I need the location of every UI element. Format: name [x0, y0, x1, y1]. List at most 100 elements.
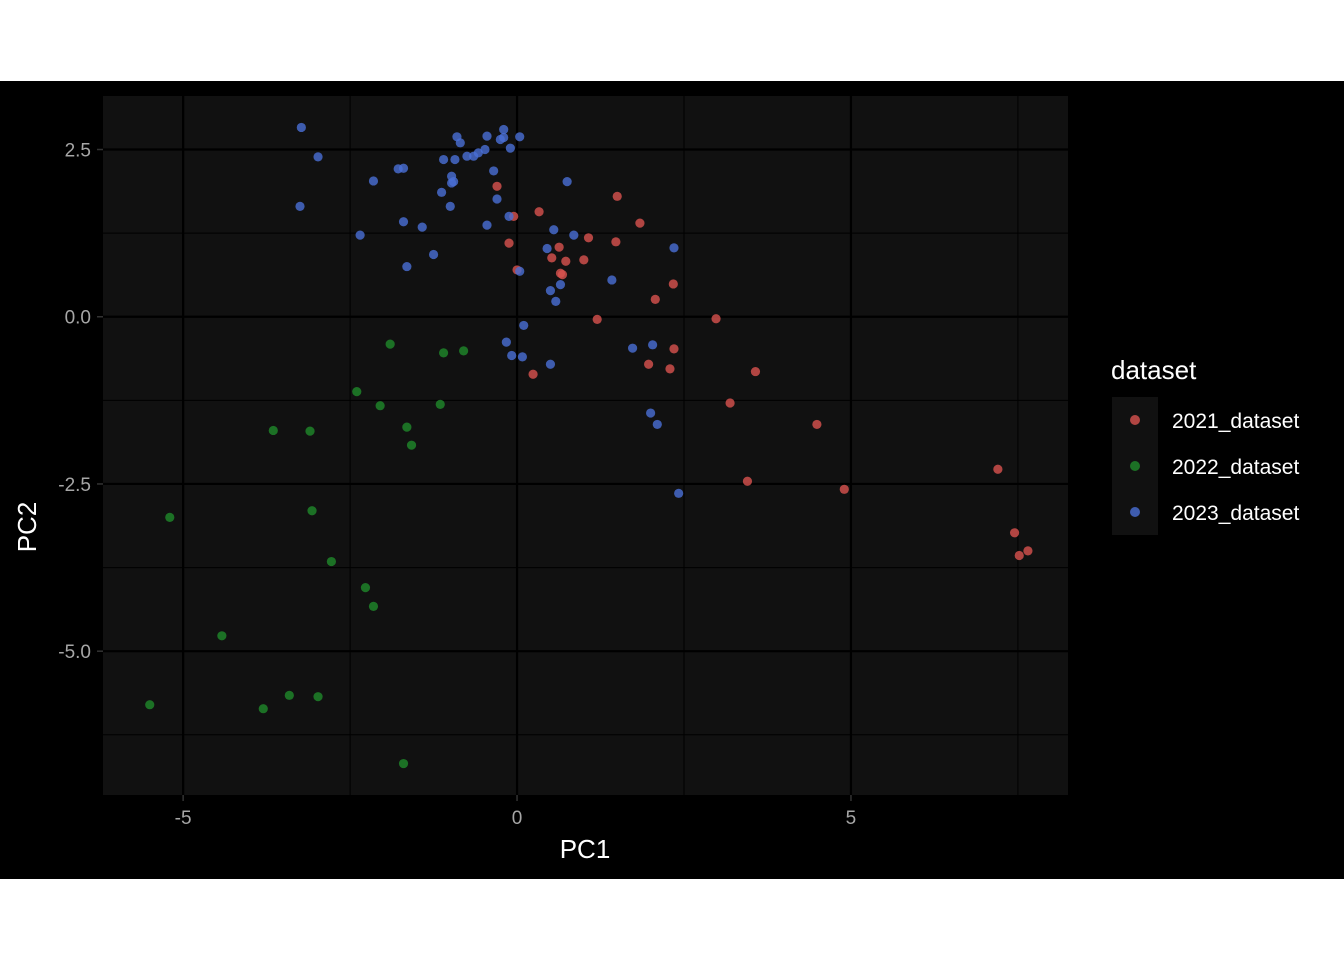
legend: dataset 2021_dataset 2022_dataset 2023_dat… [1111, 355, 1299, 535]
data-point [545, 286, 556, 296]
legend-items: 2021_dataset 2022_dataset 2023_dataset [1130, 410, 1299, 525]
data-point [607, 275, 617, 285]
data-point [507, 350, 517, 361]
data-points [145, 122, 1033, 769]
data-point [711, 314, 721, 324]
data-point [669, 344, 679, 354]
data-point [258, 704, 268, 714]
data-point [542, 243, 552, 254]
data-point [368, 176, 379, 186]
data-point [445, 201, 455, 211]
legend-label: 2023_dataset [1172, 502, 1299, 525]
data-point [355, 230, 365, 240]
data-point [295, 201, 305, 211]
data-point [650, 294, 660, 304]
data-point [1009, 528, 1020, 538]
data-point [398, 217, 409, 227]
x-axis-ticks: -5 0 5 [175, 795, 857, 829]
data-point [545, 359, 556, 369]
data-point [515, 266, 525, 276]
data-point [268, 425, 278, 436]
data-point [284, 690, 294, 700]
data-point [534, 207, 544, 217]
pca-scatter-plot: -5 0 5 2.5 0.0 -2.5 -5.0 PC1 PC2 dataset 2021… [12, 96, 1299, 864]
data-point [435, 399, 445, 409]
data-point [1014, 550, 1024, 561]
data-point [492, 194, 502, 204]
data-point [517, 352, 527, 362]
data-point [495, 134, 505, 145]
data-point [307, 506, 317, 516]
y-tick-label: 0.0 [65, 308, 91, 329]
data-point [436, 187, 447, 197]
data-point [562, 177, 572, 187]
major-gridlines [103, 96, 1068, 795]
data-point [554, 242, 564, 252]
data-point [499, 124, 509, 135]
plot-panel [103, 96, 1068, 795]
legend-key-2023_dataset [1130, 507, 1140, 517]
data-point [1023, 546, 1033, 556]
series-2023_dataset [295, 122, 684, 498]
data-point [352, 387, 362, 397]
data-point [812, 419, 822, 430]
data-point [402, 261, 412, 272]
data-point [505, 143, 515, 153]
data-point [652, 419, 662, 430]
data-point [549, 225, 559, 235]
data-point [462, 151, 472, 161]
x-tick-label: 5 [846, 808, 857, 829]
data-point [489, 166, 499, 176]
legend-label: 2022_dataset [1172, 456, 1299, 479]
y-tick-label: 2.5 [65, 141, 91, 162]
data-point [557, 269, 568, 280]
data-point [406, 440, 417, 450]
data-point [165, 512, 175, 523]
data-point [569, 230, 579, 240]
data-point [482, 220, 492, 230]
legend-key-2022_dataset [1130, 461, 1140, 471]
data-point [398, 758, 409, 769]
data-point [612, 191, 622, 201]
x-axis-title: PC1 [560, 834, 611, 864]
data-point [217, 631, 227, 641]
data-point [555, 280, 566, 290]
data-point [417, 222, 427, 232]
data-point [313, 152, 323, 162]
data-point [145, 700, 155, 710]
data-point [504, 238, 514, 248]
legend-title: dataset [1111, 355, 1197, 385]
data-point [504, 211, 514, 222]
data-point [447, 178, 457, 188]
data-point [501, 337, 511, 347]
data-point [305, 426, 315, 436]
data-point [398, 163, 409, 173]
data-point [368, 601, 379, 611]
data-point [725, 398, 735, 408]
data-point [519, 320, 529, 331]
data-point [438, 154, 449, 165]
series-2021_dataset [492, 181, 1033, 561]
y-axis-title: PC2 [12, 502, 42, 553]
data-point [592, 314, 602, 325]
chart-figure: -5 0 5 2.5 0.0 -2.5 -5.0 PC1 PC2 dataset 2021… [0, 81, 1344, 879]
data-point [455, 138, 465, 148]
data-point [611, 237, 621, 247]
data-point [469, 151, 479, 161]
data-point [665, 364, 675, 374]
y-tick-label: -2.5 [58, 475, 91, 496]
y-axis-ticks: 2.5 0.0 -2.5 -5.0 [58, 141, 103, 663]
data-point [674, 488, 684, 498]
data-point [644, 359, 654, 369]
x-tick-label: -5 [175, 808, 192, 829]
data-point [326, 556, 336, 567]
data-point [646, 408, 656, 418]
data-point [579, 255, 589, 265]
data-point [492, 181, 502, 191]
data-point [551, 296, 561, 306]
data-point [583, 233, 594, 243]
data-point [627, 343, 638, 353]
data-point [296, 122, 306, 133]
data-point [648, 340, 658, 350]
data-point [450, 154, 460, 165]
